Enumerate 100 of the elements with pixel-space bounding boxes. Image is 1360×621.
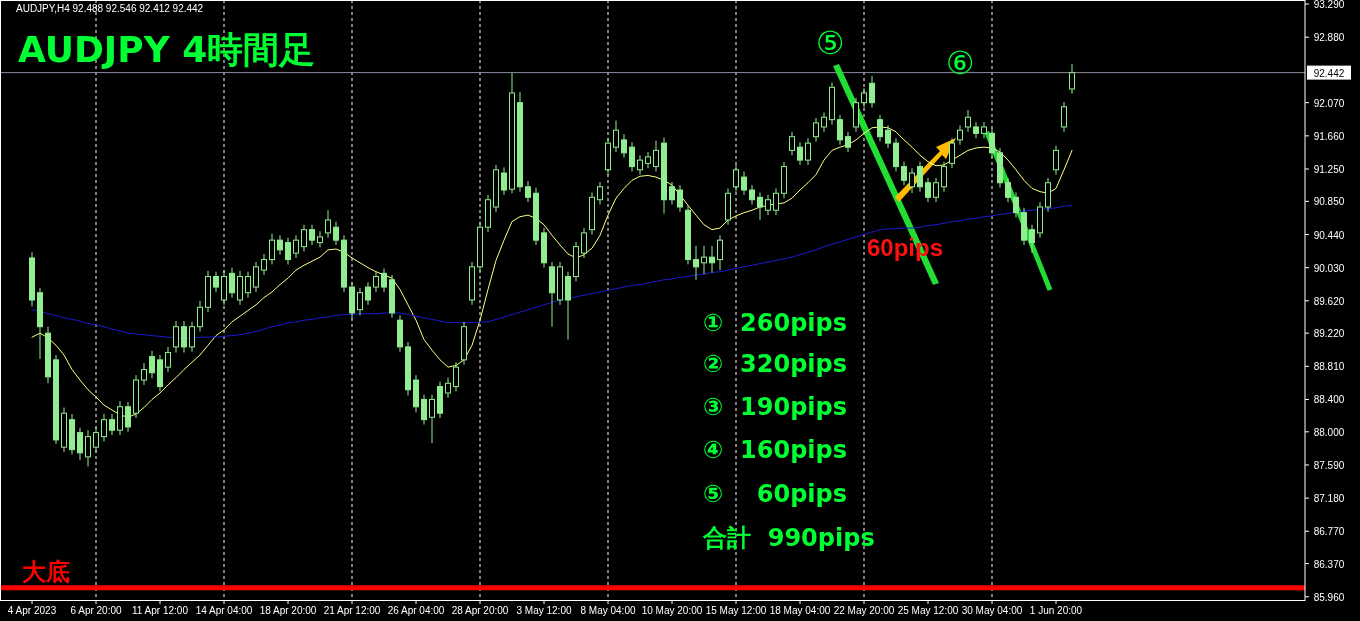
- candlestick: [877, 114, 883, 143]
- candlestick: [941, 161, 947, 193]
- x-tick-label: 11 Apr 12:00: [132, 605, 189, 616]
- candlestick: [965, 109, 971, 133]
- candlestick: [901, 161, 907, 186]
- annotation: ④ 160pips: [703, 436, 847, 464]
- candlestick: [805, 137, 811, 166]
- y-tick-label: 90.030: [1313, 262, 1345, 274]
- candlestick: [229, 267, 235, 299]
- candlestick: [77, 427, 83, 461]
- candlestick: [669, 181, 675, 206]
- candlestick: [301, 224, 307, 252]
- annotation: ② 320pips: [703, 350, 847, 378]
- candlestick: [565, 271, 571, 341]
- candlestick: [93, 426, 99, 453]
- candlestick: [1061, 101, 1067, 133]
- candlestick: [837, 114, 843, 146]
- x-tick-label: 6 Apr 20:00: [70, 605, 123, 616]
- x-tick-label: 4 Apr 2023: [7, 605, 57, 616]
- chart-subtitle: AUDJPY,H4 92.488 92.546 92.412 92.442: [16, 3, 204, 14]
- annotation: ⑥: [945, 44, 975, 82]
- y-tick-label: 88.400: [1313, 394, 1345, 406]
- candlestick: [581, 227, 587, 259]
- candlestick: [645, 151, 651, 169]
- candlestick: [1005, 177, 1011, 203]
- candlestick: [973, 121, 979, 139]
- candlestick: [1069, 63, 1075, 95]
- candlestick: [869, 75, 875, 109]
- candlestick: [213, 271, 219, 293]
- candlestick: [445, 377, 451, 399]
- candlestick: [845, 131, 851, 153]
- candlestick: [189, 321, 195, 353]
- candlestick: [821, 111, 827, 133]
- y-tick-label: 85.960: [1313, 591, 1345, 603]
- candlestick: [1053, 145, 1059, 176]
- candlestick: [181, 320, 187, 354]
- annotation: 合計 990pips: [702, 524, 875, 552]
- candlestick: [989, 128, 995, 159]
- candlestick: [117, 400, 123, 436]
- candlestick: [757, 191, 763, 221]
- candlestick: [637, 154, 643, 176]
- candlestick: [909, 167, 915, 194]
- candlestick: [373, 271, 379, 293]
- y-tick-label: 91.660: [1313, 130, 1345, 142]
- x-tick-label: 10 May 20:00: [641, 605, 703, 616]
- y-tick-label: 86.770: [1313, 526, 1345, 538]
- candlestick: [253, 261, 259, 293]
- ref-line-label: 大底: [22, 557, 70, 586]
- candlestick: [149, 350, 155, 379]
- ref-line-label: 92.442: [1313, 67, 1345, 79]
- x-tick-label: 26 Apr 04:00: [387, 605, 445, 616]
- x-tick-label: 1 Jun 20:00: [1029, 605, 1083, 616]
- candlestick: [245, 271, 251, 299]
- y-tick-label: 93.290: [1313, 0, 1345, 11]
- x-tick-label: 3 May 12:00: [516, 605, 572, 616]
- candlestick: [893, 137, 899, 172]
- y-tick-label: 88.810: [1313, 361, 1345, 373]
- y-tick-label: 92.880: [1313, 32, 1345, 44]
- candlestick: [269, 233, 275, 265]
- candlestick: [1029, 224, 1035, 254]
- y-tick-label: 89.220: [1313, 328, 1345, 340]
- candlestick: [261, 253, 267, 276]
- candlestick: [749, 184, 755, 206]
- candlestick: [773, 187, 779, 216]
- candlestick: [277, 234, 283, 256]
- y-tick-label: 90.440: [1313, 229, 1345, 241]
- y-tick-label: 86.370: [1313, 558, 1345, 570]
- candlestick: [293, 234, 299, 259]
- y-tick-label: 90.850: [1313, 196, 1345, 208]
- annotation: ① 260pips: [703, 309, 847, 337]
- candlestick: [309, 224, 315, 246]
- candlestick: [733, 164, 739, 193]
- candlestick: [317, 230, 323, 248]
- x-tick-label: 18 Apr 20:00: [259, 605, 317, 616]
- annotation: ③ 190pips: [703, 393, 847, 421]
- candlestick: [709, 245, 715, 274]
- candlestick: [173, 320, 179, 354]
- y-tick-label: 87.180: [1313, 493, 1345, 505]
- candlestick: [85, 429, 91, 468]
- candlestick: [421, 394, 427, 426]
- x-tick-label: 30 May 04:00: [961, 605, 1023, 616]
- candlestick: [621, 133, 627, 159]
- candlestick: [357, 287, 363, 316]
- candlestick: [797, 141, 803, 166]
- candlestick: [933, 177, 939, 203]
- candlestick: [221, 269, 227, 306]
- x-tick-label: 22 May 20:00: [833, 605, 895, 616]
- candlestick: [885, 124, 891, 149]
- candlestick: [949, 137, 955, 169]
- candlestick: [501, 166, 507, 196]
- candlestick: [285, 237, 291, 265]
- candlestick: [325, 209, 331, 239]
- candlestick: [365, 281, 371, 306]
- candlestick: [525, 180, 531, 203]
- y-tick-label: 89.620: [1313, 295, 1345, 307]
- candlestick: [917, 161, 923, 193]
- candlestick: [453, 361, 459, 392]
- candlestick: [125, 401, 131, 433]
- candlestick: [717, 234, 723, 271]
- candlestick: [597, 181, 603, 206]
